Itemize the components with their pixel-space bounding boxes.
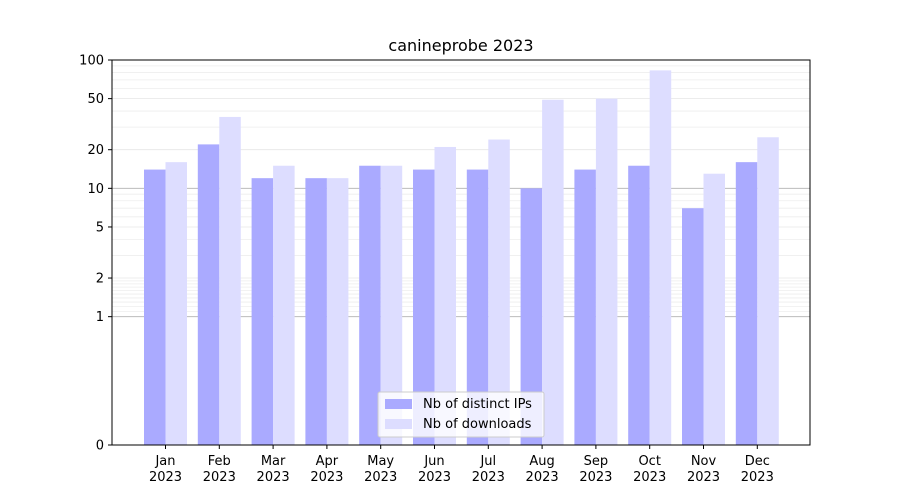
x-tick-label: Dec (745, 454, 770, 469)
y-tick-label: 100 (79, 54, 104, 69)
x-tick-label: Nov (691, 454, 717, 469)
x-tick-label: May (367, 454, 394, 469)
y-tick-label: 5 (96, 220, 104, 235)
x-tick-label: 2023 (741, 470, 774, 485)
y-tick-label: 0 (96, 439, 104, 454)
bar-distinct-ips (359, 165, 381, 445)
bar-downloads (434, 146, 456, 445)
bar-downloads (219, 116, 241, 446)
y-tick-label: 20 (87, 143, 104, 158)
x-tick-label: Apr (316, 454, 339, 469)
bar-downloads (380, 165, 403, 445)
x-tick-label: Feb (208, 454, 231, 469)
legend-label-ips: Nb of distinct IPs (423, 397, 532, 412)
x-tick-label: Mar (261, 454, 286, 469)
bar-downloads (595, 98, 618, 446)
x-tick-label: 2023 (364, 470, 397, 485)
bar-distinct-ips (305, 178, 327, 445)
bar-distinct-ips (520, 188, 543, 446)
bar-downloads (165, 162, 187, 445)
x-tick-label: 2023 (472, 470, 505, 485)
x-tick-label: Jan (154, 454, 175, 469)
x-tick-label: 2023 (526, 470, 559, 485)
bar-downloads (488, 139, 510, 445)
x-tick-label: 2023 (687, 470, 720, 485)
legend-swatch-downloads (385, 419, 412, 429)
plot-frame (111, 59, 811, 446)
legend-swatch-ips (385, 399, 412, 409)
y-tick-label: 50 (87, 92, 104, 107)
x-tick-label: 2023 (310, 470, 343, 485)
bar-downloads (326, 178, 349, 445)
x-tick-label: 2023 (203, 470, 236, 485)
x-tick-label: Jul (479, 454, 496, 469)
bar-distinct-ips (413, 169, 435, 445)
bar-distinct-ips (466, 169, 489, 445)
x-tick-label: Sep (584, 454, 609, 469)
x-tick-label: Jun (423, 454, 444, 469)
legend-label-downloads: Nb of downloads (423, 417, 532, 432)
x-tick-label: 2023 (149, 470, 182, 485)
x-tick-label: 2023 (579, 470, 612, 485)
bar-distinct-ips (197, 144, 220, 445)
bar-downloads (273, 165, 295, 445)
bar-downloads (757, 137, 779, 446)
bar-distinct-ips (251, 178, 274, 445)
bar-downloads (542, 99, 564, 445)
legend-box (377, 391, 545, 438)
bar-distinct-ips (735, 162, 758, 445)
bar-downloads (649, 70, 672, 445)
bar-distinct-ips (574, 169, 596, 445)
axes-layer: 0125102050100Jan2023Feb2023Mar2023Apr202… (79, 54, 774, 486)
y-tick-label: 10 (87, 182, 104, 197)
bars-layer (144, 70, 779, 446)
chart-title: canineprobe 2023 (388, 36, 533, 55)
bar-distinct-ips (144, 169, 166, 445)
y-tick-label: 2 (96, 272, 104, 287)
legend: Nb of distinct IPs Nb of downloads (377, 391, 545, 438)
x-tick-label: Oct (638, 454, 660, 469)
x-tick-label: 2023 (257, 470, 290, 485)
x-tick-label: 2023 (418, 470, 451, 485)
y-tick-label: 1 (96, 310, 104, 325)
x-tick-label: Aug (529, 454, 554, 469)
bar-distinct-ips (682, 208, 704, 445)
bar-distinct-ips (628, 165, 650, 445)
bar-downloads (703, 173, 725, 445)
x-tick-label: 2023 (633, 470, 666, 485)
